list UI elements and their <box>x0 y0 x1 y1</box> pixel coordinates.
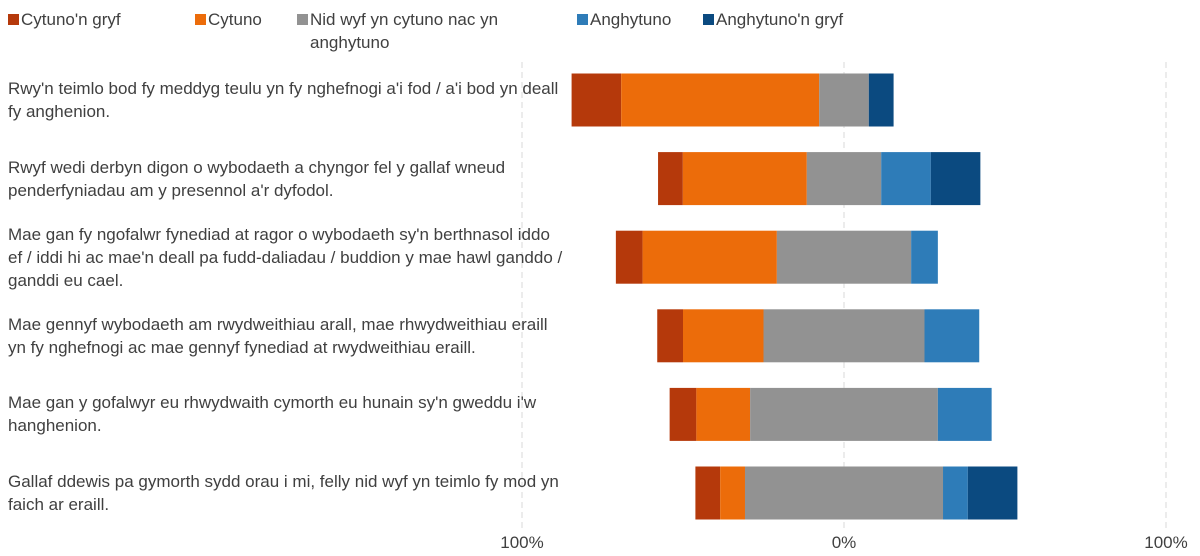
x-tick-label: 100% <box>1144 533 1188 552</box>
legend-item: Nid wyf yn cytuno nac yn anghytuno <box>297 8 570 54</box>
bar-segment <box>967 466 1018 520</box>
bar-segment <box>571 73 622 127</box>
legend-label: Cytuno'n gryf <box>21 10 121 29</box>
x-tick-label: 100% <box>500 533 544 552</box>
x-tick-label: 0% <box>831 533 857 552</box>
legend-label: Anghytuno'n gryf <box>716 10 844 29</box>
bar-segment <box>881 152 931 206</box>
category-label: Mae gennyf wybodaeth am rwydweithiau ara… <box>8 314 548 357</box>
category-label: Rwy'n teimlo bod fy meddyg teulu yn fy n… <box>8 79 559 121</box>
legend-label: Anghytuno <box>590 10 672 29</box>
bar-segment <box>744 466 944 520</box>
bar-segment <box>806 152 882 206</box>
legend-label: Cytuno <box>208 10 262 29</box>
bar-segment <box>658 152 683 206</box>
bar-segment <box>657 309 683 363</box>
bar-segment <box>615 230 643 284</box>
bar-segment <box>683 309 764 363</box>
category-label: Rwyf wedi derbyn digon o wybodaeth a chy… <box>8 157 506 200</box>
bar-segment <box>695 466 721 520</box>
legend-item: Cytuno'n gryf <box>8 8 121 31</box>
category-label: Mae gan y gofalwyr eu rhwydwaith cymorth… <box>8 393 537 436</box>
bar-segment <box>937 387 992 441</box>
legend-swatch <box>577 14 588 25</box>
legend-swatch <box>195 14 206 25</box>
legend-swatch <box>297 14 308 25</box>
category-label: Gallaf ddewis pa gymorth sydd orau i mi,… <box>8 472 559 514</box>
bar-segment <box>819 73 869 127</box>
legend-item: Anghytuno'n gryf <box>703 8 843 31</box>
bar-segment <box>868 73 894 127</box>
legend-swatch <box>703 14 714 25</box>
legend-label: Nid wyf yn cytuno nac yn anghytuno <box>310 10 499 52</box>
bar-segment <box>696 387 751 441</box>
category-label: Mae gan fy ngofalwr fynediad at ragor o … <box>8 224 563 290</box>
bar-segment <box>682 152 807 206</box>
bar-segment <box>750 387 938 441</box>
bar-segment <box>911 230 938 284</box>
legend-swatch <box>8 14 19 25</box>
legend-item: Anghytuno <box>577 8 671 31</box>
bar-segment <box>943 466 968 520</box>
bar-segment <box>669 387 697 441</box>
bar-segment <box>720 466 745 520</box>
bar-segment <box>924 309 980 363</box>
bar-segment <box>776 230 912 284</box>
bar-segment <box>621 73 820 127</box>
bar-segment <box>642 230 777 284</box>
bar-segment <box>930 152 981 206</box>
legend-item: Cytuno <box>195 8 262 31</box>
bar-segment <box>763 309 925 363</box>
